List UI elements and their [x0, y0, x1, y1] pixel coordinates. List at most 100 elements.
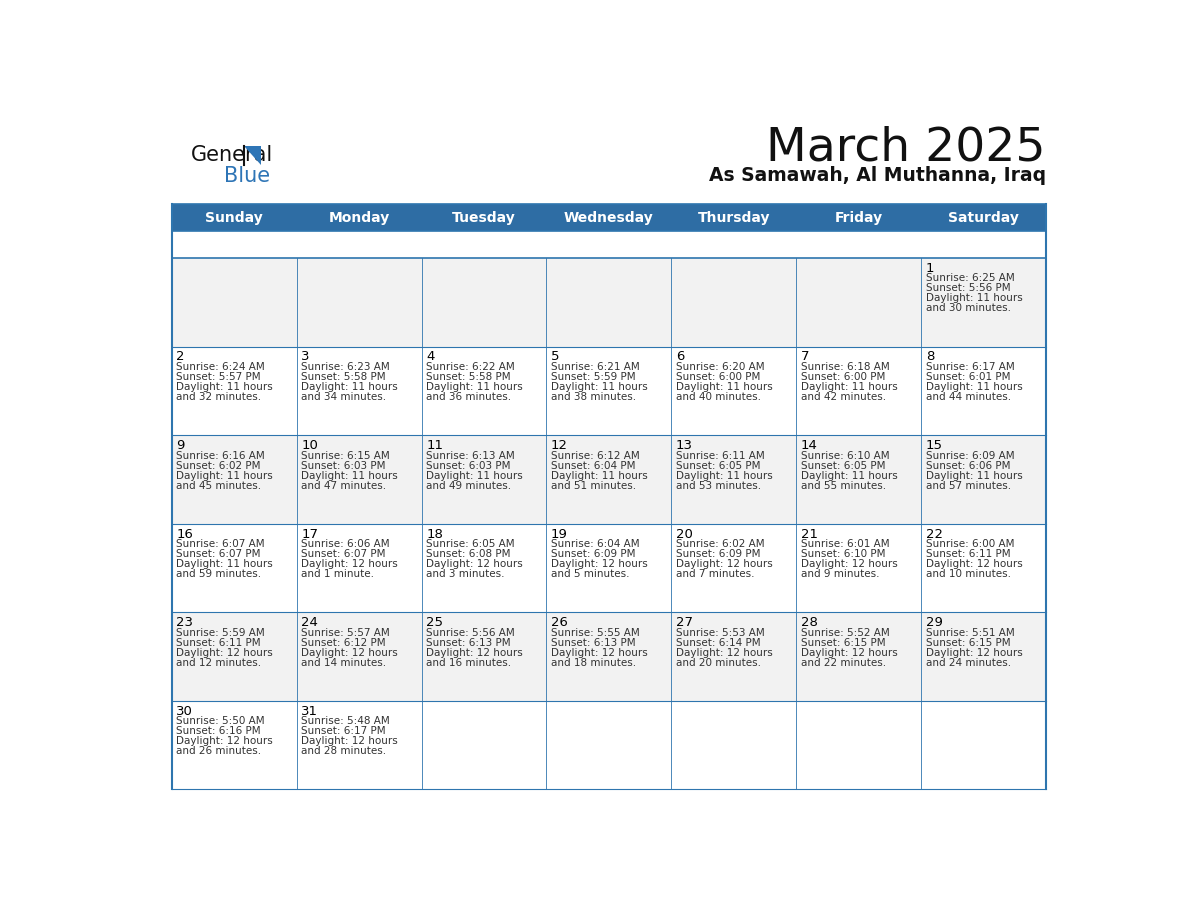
- Text: Daylight: 11 hours: Daylight: 11 hours: [176, 471, 273, 480]
- Text: and 12 minutes.: and 12 minutes.: [176, 657, 261, 667]
- Text: Monday: Monday: [328, 210, 390, 225]
- Text: March 2025: March 2025: [766, 126, 1045, 171]
- Text: Sunrise: 6:00 AM: Sunrise: 6:00 AM: [925, 539, 1015, 549]
- Text: Sunset: 6:09 PM: Sunset: 6:09 PM: [676, 549, 760, 559]
- Text: Daylight: 11 hours: Daylight: 11 hours: [551, 382, 647, 392]
- Text: Sunrise: 5:48 AM: Sunrise: 5:48 AM: [302, 716, 390, 726]
- Text: Daylight: 12 hours: Daylight: 12 hours: [551, 559, 647, 569]
- Text: and 26 minutes.: and 26 minutes.: [176, 746, 261, 756]
- Text: 20: 20: [676, 528, 693, 541]
- Text: Sunrise: 6:22 AM: Sunrise: 6:22 AM: [426, 362, 514, 372]
- Text: 26: 26: [551, 616, 568, 629]
- Text: Sunrise: 6:11 AM: Sunrise: 6:11 AM: [676, 451, 765, 461]
- Text: Sunset: 6:03 PM: Sunset: 6:03 PM: [426, 461, 511, 471]
- Text: and 51 minutes.: and 51 minutes.: [551, 480, 637, 490]
- Text: Sunset: 6:07 PM: Sunset: 6:07 PM: [176, 549, 261, 559]
- Text: Wednesday: Wednesday: [564, 210, 653, 225]
- Text: Daylight: 12 hours: Daylight: 12 hours: [302, 559, 398, 569]
- Text: Daylight: 12 hours: Daylight: 12 hours: [551, 647, 647, 657]
- Text: Daylight: 12 hours: Daylight: 12 hours: [676, 559, 772, 569]
- Text: 28: 28: [801, 616, 817, 629]
- Text: and 49 minutes.: and 49 minutes.: [426, 480, 511, 490]
- Text: Daylight: 12 hours: Daylight: 12 hours: [426, 647, 523, 657]
- Text: Thursday: Thursday: [697, 210, 770, 225]
- Text: and 42 minutes.: and 42 minutes.: [801, 392, 886, 402]
- Text: Sunrise: 6:20 AM: Sunrise: 6:20 AM: [676, 362, 765, 372]
- Text: Daylight: 12 hours: Daylight: 12 hours: [925, 647, 1023, 657]
- Text: and 10 minutes.: and 10 minutes.: [925, 569, 1011, 579]
- Text: Daylight: 12 hours: Daylight: 12 hours: [676, 647, 772, 657]
- Text: Daylight: 12 hours: Daylight: 12 hours: [176, 736, 273, 746]
- Text: and 5 minutes.: and 5 minutes.: [551, 569, 630, 579]
- Text: 31: 31: [302, 705, 318, 718]
- Text: Sunrise: 5:55 AM: Sunrise: 5:55 AM: [551, 628, 640, 638]
- Text: 22: 22: [925, 528, 943, 541]
- Text: Sunset: 5:56 PM: Sunset: 5:56 PM: [925, 284, 1010, 294]
- Text: Sunrise: 6:15 AM: Sunrise: 6:15 AM: [302, 451, 390, 461]
- Text: Sunrise: 6:06 AM: Sunrise: 6:06 AM: [302, 539, 390, 549]
- Text: Daylight: 11 hours: Daylight: 11 hours: [176, 559, 273, 569]
- Text: Sunset: 6:13 PM: Sunset: 6:13 PM: [426, 638, 511, 647]
- Text: Sunset: 5:58 PM: Sunset: 5:58 PM: [426, 372, 511, 382]
- Text: Sunrise: 6:24 AM: Sunrise: 6:24 AM: [176, 362, 265, 372]
- Text: Daylight: 11 hours: Daylight: 11 hours: [801, 471, 898, 480]
- Text: Sunset: 6:08 PM: Sunset: 6:08 PM: [426, 549, 511, 559]
- Text: Daylight: 11 hours: Daylight: 11 hours: [925, 471, 1023, 480]
- Text: and 53 minutes.: and 53 minutes.: [676, 480, 762, 490]
- Text: 9: 9: [176, 439, 185, 452]
- Text: and 24 minutes.: and 24 minutes.: [925, 657, 1011, 667]
- Text: 1: 1: [925, 262, 934, 274]
- Text: 2: 2: [176, 351, 185, 364]
- Text: Sunrise: 6:04 AM: Sunrise: 6:04 AM: [551, 539, 639, 549]
- Text: Daylight: 12 hours: Daylight: 12 hours: [302, 736, 398, 746]
- Text: Sunrise: 5:51 AM: Sunrise: 5:51 AM: [925, 628, 1015, 638]
- Text: Sunrise: 6:25 AM: Sunrise: 6:25 AM: [925, 274, 1015, 284]
- Bar: [172, 435, 1045, 523]
- Text: Sunrise: 5:59 AM: Sunrise: 5:59 AM: [176, 628, 265, 638]
- Text: 5: 5: [551, 351, 560, 364]
- Text: 19: 19: [551, 528, 568, 541]
- Text: Sunset: 5:59 PM: Sunset: 5:59 PM: [551, 372, 636, 382]
- Text: and 28 minutes.: and 28 minutes.: [302, 746, 386, 756]
- Text: Daylight: 11 hours: Daylight: 11 hours: [676, 471, 772, 480]
- Text: 13: 13: [676, 439, 693, 452]
- Text: and 1 minute.: and 1 minute.: [302, 569, 374, 579]
- Text: 17: 17: [302, 528, 318, 541]
- Text: and 20 minutes.: and 20 minutes.: [676, 657, 762, 667]
- Text: Daylight: 12 hours: Daylight: 12 hours: [426, 559, 523, 569]
- Text: Sunset: 6:15 PM: Sunset: 6:15 PM: [801, 638, 885, 647]
- Text: Sunrise: 6:09 AM: Sunrise: 6:09 AM: [925, 451, 1015, 461]
- Text: Daylight: 11 hours: Daylight: 11 hours: [925, 382, 1023, 392]
- Bar: [172, 700, 1045, 789]
- Text: Sunrise: 6:18 AM: Sunrise: 6:18 AM: [801, 362, 890, 372]
- Text: and 7 minutes.: and 7 minutes.: [676, 569, 754, 579]
- Text: Sunset: 6:02 PM: Sunset: 6:02 PM: [176, 461, 261, 471]
- Text: Daylight: 11 hours: Daylight: 11 hours: [551, 471, 647, 480]
- Text: Daylight: 12 hours: Daylight: 12 hours: [302, 647, 398, 657]
- Text: Sunrise: 6:01 AM: Sunrise: 6:01 AM: [801, 539, 890, 549]
- Text: Sunset: 6:12 PM: Sunset: 6:12 PM: [302, 638, 386, 647]
- Text: and 40 minutes.: and 40 minutes.: [676, 392, 762, 402]
- Text: Sunset: 5:57 PM: Sunset: 5:57 PM: [176, 372, 261, 382]
- Text: Sunset: 6:01 PM: Sunset: 6:01 PM: [925, 372, 1010, 382]
- Text: 8: 8: [925, 351, 934, 364]
- Text: Friday: Friday: [834, 210, 883, 225]
- Text: and 18 minutes.: and 18 minutes.: [551, 657, 637, 667]
- Bar: [172, 204, 1045, 231]
- Text: Sunrise: 5:50 AM: Sunrise: 5:50 AM: [176, 716, 265, 726]
- Bar: [172, 258, 1045, 347]
- Text: and 38 minutes.: and 38 minutes.: [551, 392, 637, 402]
- Text: and 57 minutes.: and 57 minutes.: [925, 480, 1011, 490]
- Text: and 16 minutes.: and 16 minutes.: [426, 657, 511, 667]
- Text: Sunset: 6:15 PM: Sunset: 6:15 PM: [925, 638, 1010, 647]
- Text: and 45 minutes.: and 45 minutes.: [176, 480, 261, 490]
- Text: and 36 minutes.: and 36 minutes.: [426, 392, 511, 402]
- Text: 7: 7: [801, 351, 809, 364]
- Text: 21: 21: [801, 528, 817, 541]
- Text: 6: 6: [676, 351, 684, 364]
- Text: 27: 27: [676, 616, 693, 629]
- Text: Sunset: 6:09 PM: Sunset: 6:09 PM: [551, 549, 636, 559]
- Text: Sunset: 6:03 PM: Sunset: 6:03 PM: [302, 461, 386, 471]
- Text: Sunrise: 5:53 AM: Sunrise: 5:53 AM: [676, 628, 765, 638]
- Text: Daylight: 12 hours: Daylight: 12 hours: [925, 559, 1023, 569]
